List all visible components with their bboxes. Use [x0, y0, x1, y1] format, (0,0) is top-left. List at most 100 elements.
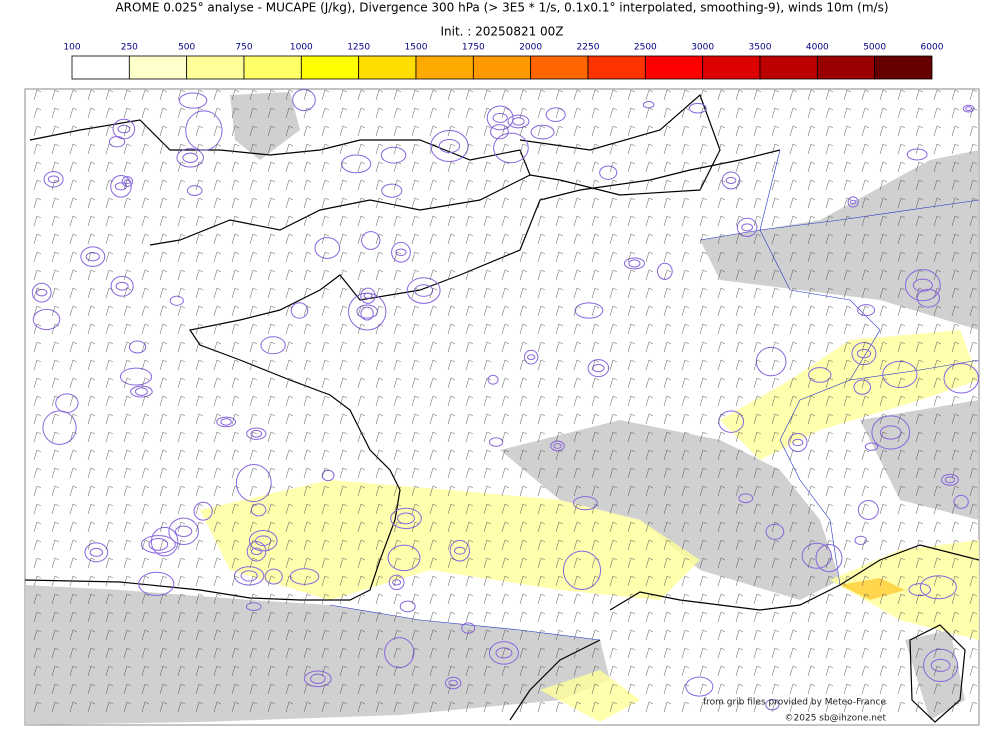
wind-barb	[375, 125, 384, 137]
wind-barb	[285, 503, 294, 515]
wind-barb	[951, 557, 960, 569]
wind-barb	[771, 197, 780, 209]
wind-barb	[429, 503, 438, 515]
wind-barb	[159, 287, 168, 299]
wind-barb	[807, 521, 816, 533]
contour	[220, 418, 232, 426]
wind-barb	[717, 359, 726, 371]
wind-barb	[51, 593, 60, 605]
wind-barb	[393, 305, 402, 317]
contour	[304, 670, 332, 688]
wind-barb	[51, 143, 60, 155]
wind-barb	[753, 575, 762, 587]
wind-barb	[69, 287, 78, 299]
wind-barb	[177, 305, 186, 317]
wind-barb	[357, 485, 366, 497]
wind-barb	[897, 179, 906, 191]
wind-barb	[393, 665, 402, 677]
wind-barb	[609, 557, 618, 569]
wind-barb	[879, 683, 888, 695]
wind-barb	[609, 341, 618, 353]
wind-barb	[465, 683, 474, 695]
wind-barb	[573, 503, 582, 515]
wind-barb	[951, 503, 960, 515]
wind-barb	[807, 557, 816, 569]
wind-barb	[303, 215, 312, 227]
wind-barb	[51, 539, 60, 551]
wind-barb	[915, 107, 924, 119]
wind-barb	[411, 269, 420, 281]
wind-barb	[663, 629, 672, 641]
wind-barb	[411, 197, 420, 209]
wind-barb	[591, 575, 600, 587]
wind-barb	[249, 557, 258, 569]
wind-barb	[789, 485, 798, 497]
wind-barb	[933, 233, 942, 245]
wind-barb	[681, 161, 690, 173]
wind-barb	[609, 125, 618, 137]
wind-barb	[51, 467, 60, 479]
wind-barb	[843, 683, 852, 695]
wind-barb	[789, 323, 798, 335]
wind-barb	[447, 305, 456, 317]
wind-barb	[321, 251, 330, 263]
wind-barb	[735, 269, 744, 281]
wind-barb	[303, 179, 312, 191]
wind-barb	[321, 395, 330, 407]
wind-barb	[105, 143, 114, 155]
wind-barb	[339, 359, 348, 371]
contour	[550, 440, 565, 452]
wind-barb	[105, 503, 114, 515]
contour	[849, 199, 857, 205]
wind-barb	[303, 539, 312, 551]
wind-barb	[303, 395, 312, 407]
wind-barb	[825, 575, 834, 587]
wind-barb	[33, 215, 42, 227]
wind-barb	[303, 575, 312, 587]
wind-barb	[627, 467, 636, 479]
wind-barb	[267, 341, 276, 353]
wind-barb	[33, 593, 42, 605]
wind-barb	[969, 341, 978, 353]
contour	[553, 443, 562, 449]
wind-barb	[915, 431, 924, 443]
wind-barb	[591, 143, 600, 155]
wind-barb	[699, 161, 708, 173]
wind-barb	[303, 647, 312, 659]
wind-barb	[249, 323, 258, 335]
wind-barb	[663, 593, 672, 605]
wind-barb	[465, 503, 474, 515]
wind-barb	[951, 161, 960, 173]
wind-barb	[159, 323, 168, 335]
contour	[381, 183, 403, 198]
wind-barb	[645, 251, 654, 263]
wind-barb	[591, 413, 600, 425]
wind-barb	[969, 287, 978, 299]
wind-barb	[33, 611, 42, 623]
wind-barb	[825, 269, 834, 281]
wind-barb	[753, 467, 762, 479]
wind-barb	[195, 701, 204, 713]
contour	[904, 269, 941, 302]
wind-barb	[177, 143, 186, 155]
wind-barb	[537, 251, 546, 263]
wind-barb	[393, 215, 402, 227]
wind-barb	[195, 503, 204, 515]
wind-barb	[663, 269, 672, 281]
wind-barb	[51, 665, 60, 677]
wind-barb	[861, 485, 870, 497]
wind-barb	[33, 251, 42, 263]
wind-barb	[681, 215, 690, 227]
wind-barb	[267, 521, 276, 533]
wind-barb	[375, 413, 384, 425]
wind-barb	[663, 665, 672, 677]
wind-barb	[105, 287, 114, 299]
wind-barb	[249, 395, 258, 407]
wind-barb	[735, 629, 744, 641]
wind-barb	[861, 665, 870, 677]
wind-barb	[555, 665, 564, 677]
wind-barb	[699, 377, 708, 389]
wind-barb	[267, 683, 276, 695]
contour	[656, 262, 673, 280]
wind-barb	[537, 89, 546, 101]
